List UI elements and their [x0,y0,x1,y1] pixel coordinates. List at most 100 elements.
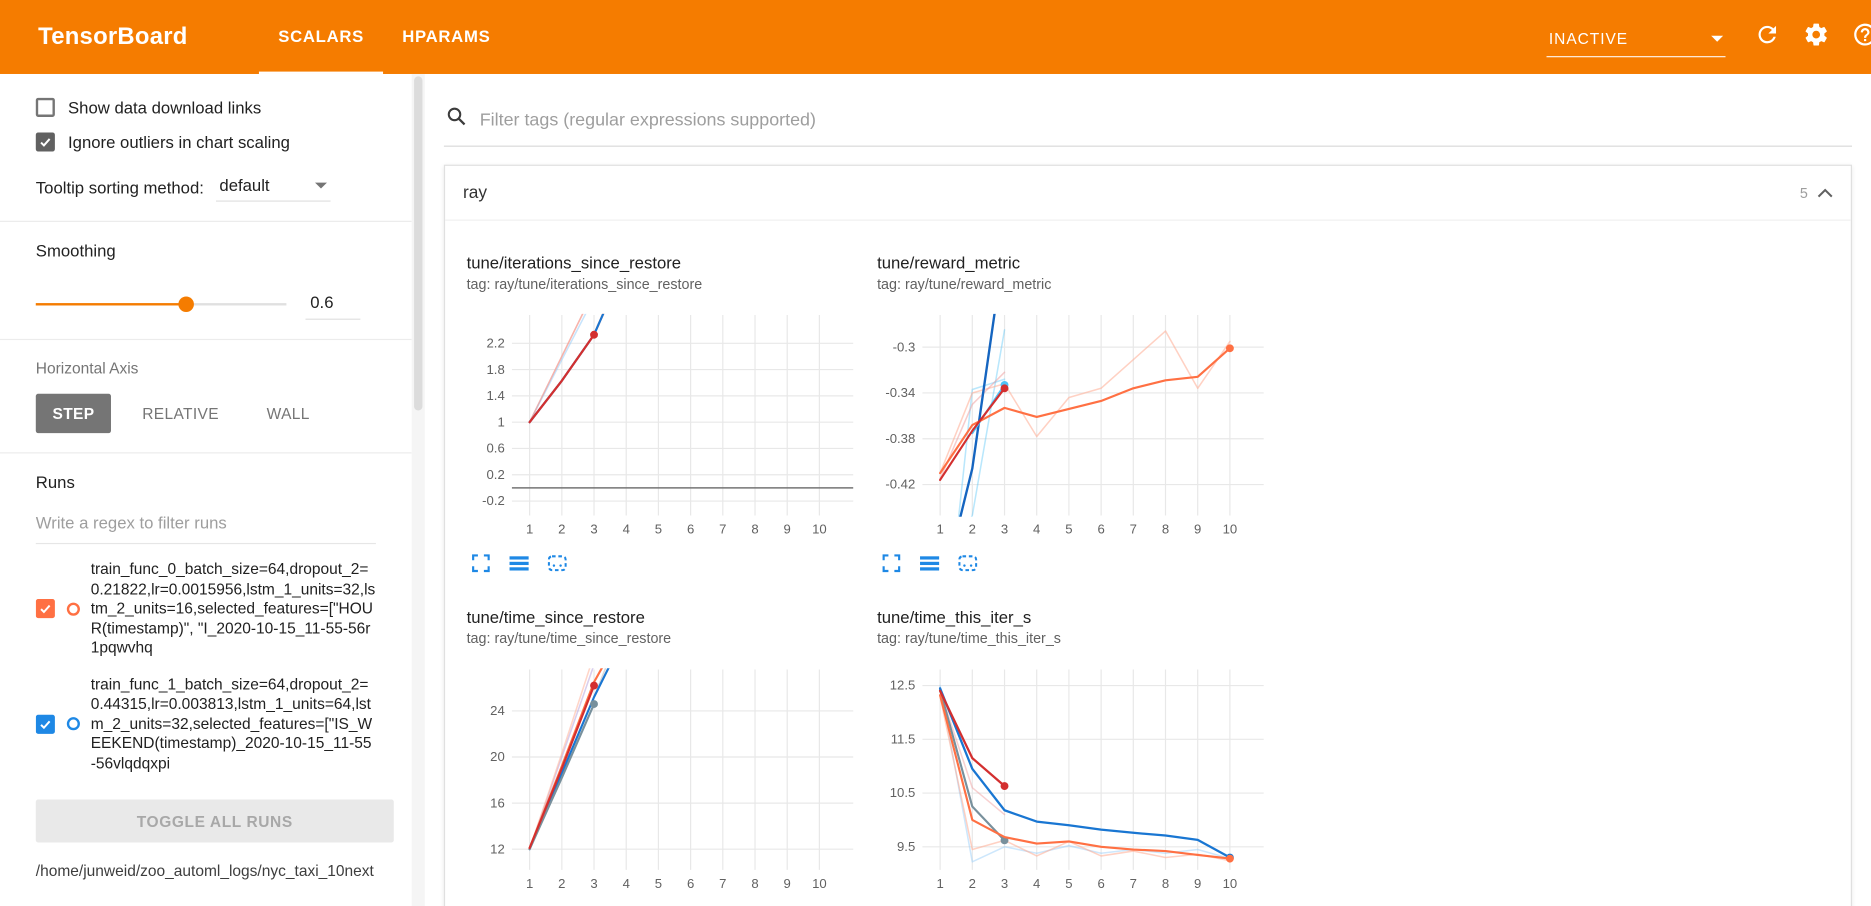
expand-chart-icon[interactable] [470,552,491,573]
show-download-links-row[interactable]: Show data download links [35,97,376,117]
tab-scalars[interactable]: SCALARS [259,0,384,74]
svg-text:9: 9 [1194,521,1201,536]
sidebar: Show data download links Ignore outliers… [0,74,412,906]
svg-text:8: 8 [751,521,758,536]
expand-chart-icon[interactable] [881,552,902,573]
svg-text:2: 2 [558,521,565,536]
svg-text:20: 20 [490,749,505,764]
run-table-icon[interactable] [508,552,529,573]
app-logo: TensorBoard [38,23,188,50]
svg-text:3: 3 [590,876,597,891]
svg-text:10: 10 [812,521,827,536]
chart-actions [467,552,877,573]
toggle-all-runs-button[interactable]: TOGGLE ALL RUNS [35,799,394,843]
svg-text:2: 2 [969,876,976,891]
help-icon [1852,21,1871,53]
run-name: train_func_0_batch_size=64,dropout_2=0.2… [90,559,376,657]
settings-button[interactable] [1802,23,1831,52]
tag-filter-input[interactable] [479,109,1850,130]
svg-text:9.5: 9.5 [897,839,915,854]
chart-title: tune/iterations_since_restore [466,252,682,273]
header-actions: INACTIVE [1546,0,1871,74]
svg-text:9: 9 [784,876,791,891]
svg-text:9: 9 [1194,876,1201,891]
checkbox-icon[interactable] [35,97,55,117]
tooltip-sorting-label: Tooltip sorting method: [35,177,204,197]
smoothing-slider-thumb[interactable] [178,296,194,313]
smoothing-value-input[interactable]: 0.6 [305,289,361,320]
svg-text:12.5: 12.5 [890,678,916,693]
svg-text:1: 1 [526,876,533,891]
ray-category-header[interactable]: ray 5 [445,166,1851,221]
smoothing-section: Smoothing 0.6 [0,222,412,341]
fit-domain-icon[interactable] [957,552,978,573]
svg-text:5: 5 [655,876,662,891]
axis-relative-button[interactable]: RELATIVE [142,404,219,423]
app-body: Show data download links Ignore outliers… [0,73,1871,906]
svg-text:-0.38: -0.38 [885,431,915,446]
fit-domain-icon[interactable] [547,552,568,573]
run-item[interactable]: train_func_2_batch_size=64,dropout_2= [36,782,376,790]
run-item[interactable]: train_func_0_batch_size=64,dropout_2=0.2… [35,551,376,666]
axis-step-button[interactable]: STEP [35,393,112,434]
chart-tag: tag: ray/tune/iterations_since_restore [466,275,703,293]
refresh-button[interactable] [1753,23,1782,52]
smoothing-slider-fill [35,303,187,306]
charts-grid: tune/iterations_since_restore tag: ray/t… [445,221,1710,906]
svg-text:3: 3 [1001,521,1008,536]
svg-text:8: 8 [1162,876,1169,891]
svg-text:10: 10 [812,876,827,891]
chevron-down-icon [314,181,327,188]
search-icon [446,106,466,132]
chevron-up-icon[interactable] [1817,182,1833,203]
scalar-chart-card: tune/time_this_iter_s tag: ray/tune/time… [877,607,1287,906]
ignore-outliers-label: Ignore outliers in chart scaling [68,132,290,152]
sidebar-scrollbar[interactable] [411,73,425,906]
svg-text:1: 1 [526,521,533,536]
run-item[interactable]: train_func_1_batch_size=64,dropout_2=0.4… [35,666,376,781]
reload-status-select[interactable]: INACTIVE [1546,27,1726,57]
svg-text:4: 4 [1033,876,1040,891]
checkbox-icon[interactable] [35,132,55,152]
run-checkbox-icon[interactable] [35,714,55,734]
svg-text:11.5: 11.5 [891,731,916,746]
svg-text:6: 6 [687,876,694,891]
svg-text:12: 12 [490,841,505,856]
svg-text:1.4: 1.4 [487,388,505,403]
svg-text:6: 6 [687,521,694,536]
svg-text:10: 10 [1223,876,1238,891]
run-name: train_func_1_batch_size=64,dropout_2=0.4… [90,674,373,772]
run-table-icon[interactable] [919,552,940,573]
scalar-chart-card: tune/reward_metric tag: ray/tune/reward_… [877,253,1287,574]
chevron-down-icon [1711,35,1724,42]
help-button[interactable] [1851,23,1871,52]
ignore-outliers-row[interactable]: Ignore outliers in chart scaling [35,132,376,152]
axis-wall-button[interactable]: WALL [266,404,310,423]
chart-plot[interactable]: 1 2 3 4 5 6 7 8 9 10 -0.2 0.2 0.6 1 1.4 1.8 2.2 [467,308,861,542]
runs-filter-input[interactable] [35,503,376,545]
app-header: TensorBoard SCALARS HPARAMS INACTIVE [0,0,1871,74]
svg-text:8: 8 [1162,521,1169,536]
reload-status-value: INACTIVE [1548,29,1629,48]
run-color-radio[interactable] [66,717,80,731]
tab-hparams[interactable]: HPARAMS [383,0,509,74]
run-color-radio[interactable] [66,602,80,616]
chart-plot[interactable]: 1 2 3 4 5 6 7 8 9 10 9.5 10.5 11.5 12.5 [877,662,1271,896]
horizontal-axis-buttons: STEP RELATIVE WALL [35,393,376,434]
svg-text:10.5: 10.5 [890,785,916,800]
svg-text:3: 3 [590,521,597,536]
svg-text:1: 1 [936,521,943,536]
chart-plot[interactable]: 1 2 3 4 5 6 7 8 9 10 -0.42 -0.38 -0.34 -0.3 [877,308,1271,542]
run-checkbox-icon[interactable] [35,599,55,619]
smoothing-row: 0.6 [35,289,376,320]
svg-text:-0.42: -0.42 [885,477,915,492]
svg-text:5: 5 [655,521,662,536]
svg-text:5: 5 [1065,521,1072,536]
smoothing-slider[interactable] [35,296,287,313]
runs-label: Runs [35,472,75,492]
sidebar-scrollbar-thumb[interactable] [414,76,423,411]
tooltip-sorting-select[interactable]: default [215,172,331,202]
chart-tag: tag: ray/tune/time_since_restore [466,630,672,647]
